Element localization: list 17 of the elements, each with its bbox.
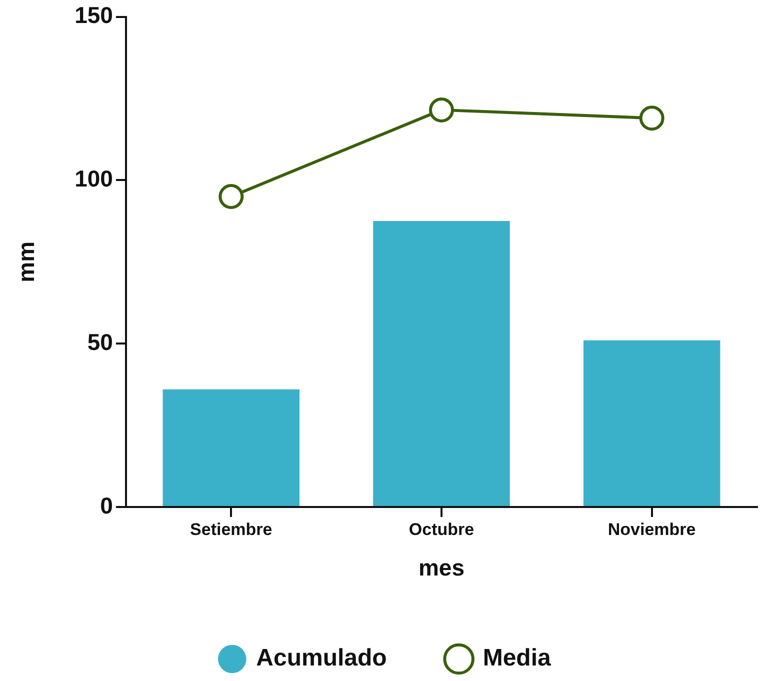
point xyxy=(218,184,244,210)
x-axis-title: mes xyxy=(418,554,465,581)
x-tick-label: Octubre xyxy=(408,520,474,539)
y-tick-label: 150 xyxy=(74,2,113,28)
x-tick-label: Noviembre xyxy=(608,520,696,539)
y-tick-label: 0 xyxy=(100,492,113,518)
bar xyxy=(583,340,720,506)
bar xyxy=(373,221,510,506)
x-tick-label: Setiembre xyxy=(190,520,272,539)
y-axis-title: mm xyxy=(13,241,40,282)
point xyxy=(639,106,664,131)
point xyxy=(428,97,454,122)
y-tick-label: 100 xyxy=(74,166,113,192)
y-tick-label: 50 xyxy=(87,328,113,355)
legend-label: Acumulado xyxy=(256,644,387,672)
legend-label: Media xyxy=(482,644,552,672)
bar xyxy=(162,389,300,506)
